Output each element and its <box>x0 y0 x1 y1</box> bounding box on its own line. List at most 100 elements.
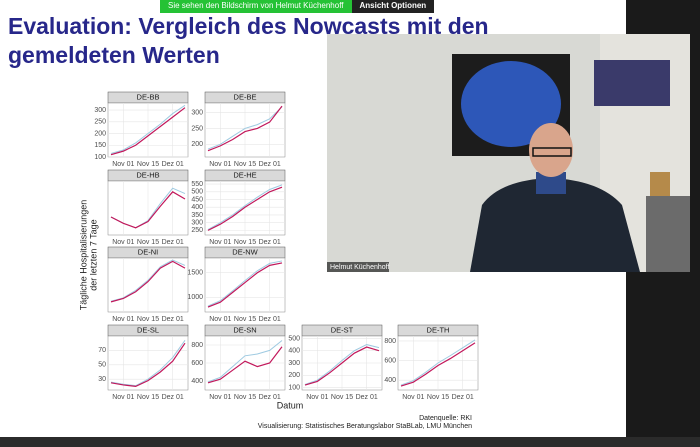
y-tick-label: 250 <box>191 125 203 132</box>
credit: Visualisierung: Statistisches Beratungsl… <box>258 423 472 430</box>
y-tick-label: 400 <box>384 377 396 384</box>
series-line <box>207 105 283 152</box>
y-tick-label: 70 <box>98 347 106 354</box>
x-tick-label: Dez 01 <box>452 394 474 401</box>
y-tick-label: 600 <box>384 357 396 364</box>
view-options[interactable]: Ansicht Optionen <box>351 0 435 13</box>
y-axis-label: der letzten 7 Tage <box>88 219 98 290</box>
x-tick-label: Nov 15 <box>137 239 159 246</box>
series-line <box>110 260 186 303</box>
x-tick-label: Nov 01 <box>209 161 231 168</box>
series-line <box>400 339 476 386</box>
y-tick-label: 600 <box>191 360 203 367</box>
panel-title: DE-SN <box>233 325 256 334</box>
series-line <box>207 106 283 150</box>
y-tick-label: 30 <box>98 376 106 383</box>
y-tick-label: 800 <box>191 342 203 349</box>
y-tick-label: 200 <box>191 141 203 148</box>
y-tick-label: 250 <box>94 119 106 126</box>
y-tick-label: 1500 <box>187 270 203 277</box>
series-line <box>400 342 476 387</box>
panel-title: DE-SL <box>137 325 159 334</box>
y-tick-label: 500 <box>288 335 300 342</box>
y-tick-label: 200 <box>94 130 106 137</box>
panel-title: DE-BE <box>234 92 257 101</box>
x-tick-label: Nov 15 <box>137 394 159 401</box>
y-tick-label: 400 <box>191 378 203 385</box>
series-line <box>207 260 283 307</box>
x-tick-label: Dez 01 <box>259 394 281 401</box>
share-banner: Sie sehen den Bildschirm von Helmut Küch… <box>160 0 435 13</box>
y-tick-label: 50 <box>98 362 106 369</box>
x-tick-label: Nov 01 <box>112 394 134 401</box>
x-tick-label: Dez 01 <box>356 394 378 401</box>
series-line <box>110 104 186 154</box>
x-tick-label: Nov 15 <box>427 394 449 401</box>
x-tick-label: Dez 01 <box>259 239 281 246</box>
series-line <box>207 184 283 231</box>
series-line <box>207 262 283 308</box>
panel-title: DE-HB <box>136 170 159 179</box>
x-tick-label: Nov 01 <box>112 161 134 168</box>
x-tick-label: Nov 01 <box>306 394 328 401</box>
series-line <box>304 344 380 385</box>
y-tick-label: 350 <box>191 212 203 219</box>
x-tick-label: Dez 01 <box>259 161 281 168</box>
y-tick-label: 300 <box>191 109 203 116</box>
y-tick-label: 550 <box>191 181 203 188</box>
y-tick-label: 400 <box>191 204 203 211</box>
y-tick-label: 500 <box>191 189 203 196</box>
y-tick-label: 250 <box>191 227 203 234</box>
y-tick-label: 300 <box>94 107 106 114</box>
panel-title: DE-NI <box>138 247 158 256</box>
y-tick-label: 1000 <box>187 294 203 301</box>
panel-title: DE-NW <box>232 247 258 256</box>
series-line <box>110 191 186 229</box>
y-axis-label: Tägliche Hospitalisierungen <box>78 200 88 311</box>
series-line <box>304 346 380 386</box>
y-tick-label: 150 <box>94 142 106 149</box>
series-line <box>110 107 186 156</box>
panel-title: DE-ST <box>331 325 354 334</box>
source: Datenquelle: RKI <box>419 415 472 422</box>
x-tick-label: Nov 01 <box>402 394 424 401</box>
x-tick-label: Nov 15 <box>331 394 353 401</box>
x-tick-label: Nov 15 <box>137 161 159 168</box>
y-tick-label: 300 <box>288 360 300 367</box>
panel-title: DE-TH <box>427 325 450 334</box>
series-line <box>207 346 283 384</box>
x-tick-label: Nov 01 <box>209 394 231 401</box>
series-line <box>207 340 283 383</box>
x-tick-label: Nov 15 <box>234 316 256 323</box>
y-tick-label: 400 <box>288 348 300 355</box>
y-tick-label: 200 <box>288 372 300 379</box>
x-tick-label: Nov 01 <box>209 239 231 246</box>
x-tick-label: Nov 01 <box>112 316 134 323</box>
taskbar <box>0 437 700 447</box>
panel-title: DE-HE <box>233 170 256 179</box>
x-tick-label: Dez 01 <box>162 239 184 246</box>
x-tick-label: Nov 15 <box>234 161 256 168</box>
x-tick-label: Dez 01 <box>162 316 184 323</box>
y-tick-label: 100 <box>94 154 106 161</box>
series-line <box>110 342 186 388</box>
y-tick-label: 450 <box>191 196 203 203</box>
share-notice: Sie sehen den Bildschirm von Helmut Küch… <box>160 0 352 13</box>
x-tick-label: Dez 01 <box>162 161 184 168</box>
webcam: Helmut Küchenhoff <box>327 34 690 272</box>
y-tick-label: 800 <box>384 338 396 345</box>
x-tick-label: Nov 01 <box>112 239 134 246</box>
series-line <box>110 340 186 387</box>
x-tick-label: Dez 01 <box>162 394 184 401</box>
y-tick-label: 100 <box>288 384 300 391</box>
series-line <box>207 186 283 231</box>
x-tick-label: Nov 15 <box>234 394 256 401</box>
x-tick-label: Nov 15 <box>234 239 256 246</box>
x-tick-label: Nov 01 <box>209 316 231 323</box>
panel-title: DE-BB <box>137 92 160 101</box>
x-tick-label: Dez 01 <box>259 316 281 323</box>
x-axis-label: Datum <box>277 400 304 410</box>
participant-name: Helmut Küchenhoff <box>330 264 389 271</box>
